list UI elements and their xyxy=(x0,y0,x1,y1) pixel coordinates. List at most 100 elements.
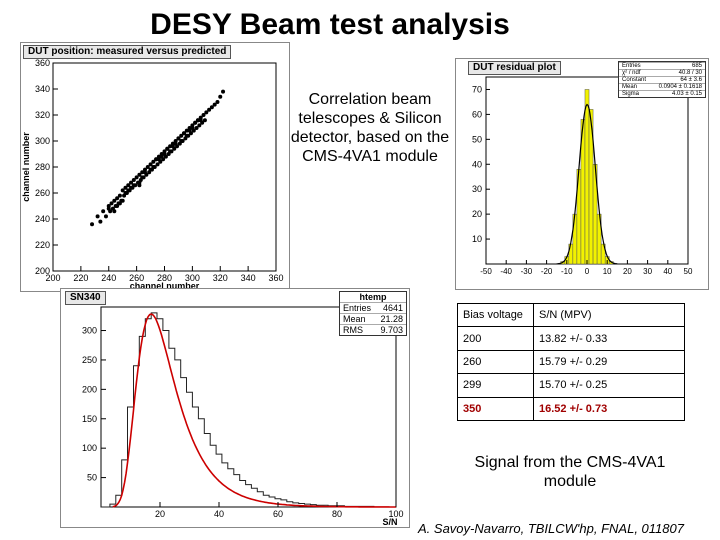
scatter-point xyxy=(120,188,125,193)
y-tick-label: 150 xyxy=(82,414,97,424)
bias-cell: 350 xyxy=(457,396,534,422)
scatter-point xyxy=(115,204,120,208)
y-tick-label: 360 xyxy=(35,58,50,68)
stats-value: 0.0904 ± 0.1618 xyxy=(658,84,702,90)
scatter-point xyxy=(187,128,192,133)
y-tick-label: 340 xyxy=(35,84,50,94)
scatter-point xyxy=(198,118,203,123)
x-tick-label: 30 xyxy=(643,267,652,276)
residual-title: DUT residual plot xyxy=(468,61,561,75)
scatter-point xyxy=(154,157,159,162)
scatter-point xyxy=(137,183,142,188)
x-axis-label: S/N xyxy=(382,517,397,527)
scatter-point xyxy=(112,209,117,214)
scatter-point xyxy=(156,157,161,162)
stats-label: Sigma xyxy=(622,91,640,97)
y-axis-label: channel number xyxy=(21,132,31,202)
x-tick-label: 10 xyxy=(603,267,612,276)
y-tick-label: 260 xyxy=(35,188,50,198)
scatter-point xyxy=(162,152,167,156)
residual-panel: DUT residual plot -50 -40 -30 -20 -10 0 10 20 30… xyxy=(455,58,709,290)
y-tick-label: 280 xyxy=(35,162,50,172)
scatter-point xyxy=(182,131,187,136)
stats-label: Entries xyxy=(343,303,372,313)
x-tick-label: 300 xyxy=(185,273,200,283)
stats-row: Mean 0.0904 ± 0.1618 xyxy=(619,83,705,90)
stats-row: Entries 4641 xyxy=(340,302,406,313)
x-tick-label: 240 xyxy=(101,273,116,283)
scatter-point xyxy=(123,185,128,190)
y-tick-label: 30 xyxy=(472,184,482,194)
x-tick-label: 220 xyxy=(73,273,88,283)
scatter-point xyxy=(155,162,160,167)
scatter-point xyxy=(126,183,131,188)
stats-value: 4641 xyxy=(382,303,403,313)
page-title: DESY Beam test analysis xyxy=(150,8,510,41)
y-tick-label: 320 xyxy=(35,110,50,120)
x-tick-label: 100 xyxy=(388,509,403,519)
table-header-row: Bias voltage S/N (MPV) xyxy=(457,302,685,328)
stats-row: Entries 685 xyxy=(619,62,705,69)
scatter-point xyxy=(98,219,103,224)
x-tick-label: 60 xyxy=(273,509,283,519)
scatter-point xyxy=(151,159,156,164)
scatter-point xyxy=(159,154,164,159)
stats-title: htemp xyxy=(359,292,387,302)
scatter-point xyxy=(168,144,173,149)
y-tick-label: 220 xyxy=(35,240,50,250)
scatter-point xyxy=(221,89,226,94)
landau-fit xyxy=(112,313,396,508)
scatter-point xyxy=(117,201,122,206)
residual-stats-box: Entries 685 χ² / ndf 40.8 / 30 Constant 64 ± … xyxy=(618,61,706,98)
x-tick-label: -20 xyxy=(541,267,553,276)
table-row-highlight: 350 16.52 +/- 0.73 xyxy=(457,396,685,422)
x-tick-label: 200 xyxy=(45,273,60,283)
footer-credit: A. Savoy-Navarro, TBILCW'hp, FNAL, 01180… xyxy=(418,521,684,536)
stats-label: Constant xyxy=(622,77,647,83)
residual-bar xyxy=(600,243,606,265)
scatter-point xyxy=(195,118,200,123)
stats-label: Mean xyxy=(622,84,638,90)
scatter-point xyxy=(103,214,108,219)
scatter-point xyxy=(165,146,170,151)
x-tick-label: -40 xyxy=(500,267,512,276)
residual-plot: -50 -40 -30 -20 -10 0 10 20 30 40 50 10 20 30 40 50 60 70 xyxy=(472,76,693,276)
sn-cell: 15.70 +/- 0.25 xyxy=(533,373,685,398)
x-tick-label: 320 xyxy=(213,273,228,283)
stats-row: Sigma 4.03 ± 0.15 xyxy=(619,90,705,97)
scatter-point xyxy=(101,209,106,214)
correlation-description: Correlation beam telescopes & Silicon de… xyxy=(290,91,450,165)
stats-value: 21.28 xyxy=(380,314,403,324)
scatter-point xyxy=(129,185,134,190)
scatter-point xyxy=(126,188,131,193)
x-tick-label: -10 xyxy=(561,267,573,276)
scatter-point xyxy=(148,162,153,167)
x-tick-label: 50 xyxy=(684,267,693,276)
x-tick-label: 20 xyxy=(155,509,165,519)
scatter-point xyxy=(95,214,100,219)
scatter-point xyxy=(204,110,209,115)
bias-cell: 299 xyxy=(457,373,534,398)
sn-histogram: 20 40 60 80 100 50 100 150 200 250 300 S/N xyxy=(82,306,404,527)
scatter-point xyxy=(134,175,139,180)
scatter-point xyxy=(137,172,142,177)
stats-row: χ² / ndf 40.8 / 30 xyxy=(619,69,705,76)
scatter-point xyxy=(202,118,207,123)
bias-cell: 200 xyxy=(457,326,534,351)
stats-value: 40.8 / 30 xyxy=(678,70,702,76)
scatter-point xyxy=(170,144,175,149)
y-tick-label: 240 xyxy=(35,214,50,224)
scatter-point xyxy=(151,165,156,169)
results-table: Bias voltage S/N (MPV) 200 13.82 +/- 0.3… xyxy=(457,302,685,422)
table-row: 200 13.82 +/- 0.33 xyxy=(457,326,685,351)
sn-panel: SN340 20 40 60 80 100 50 100 150 200 250 300 S/N ht… xyxy=(60,288,410,528)
scatter-point xyxy=(218,94,223,99)
scatter-point xyxy=(140,170,145,175)
stats-label: Mean xyxy=(343,314,366,324)
scatter-point xyxy=(168,149,173,154)
stats-value: 4.03 ± 0.15 xyxy=(672,91,702,97)
table-row: 260 15.79 +/- 0.29 xyxy=(457,349,685,375)
scatter-point xyxy=(194,126,199,130)
stats-label: RMS xyxy=(343,325,363,335)
scatter-point xyxy=(106,206,111,211)
